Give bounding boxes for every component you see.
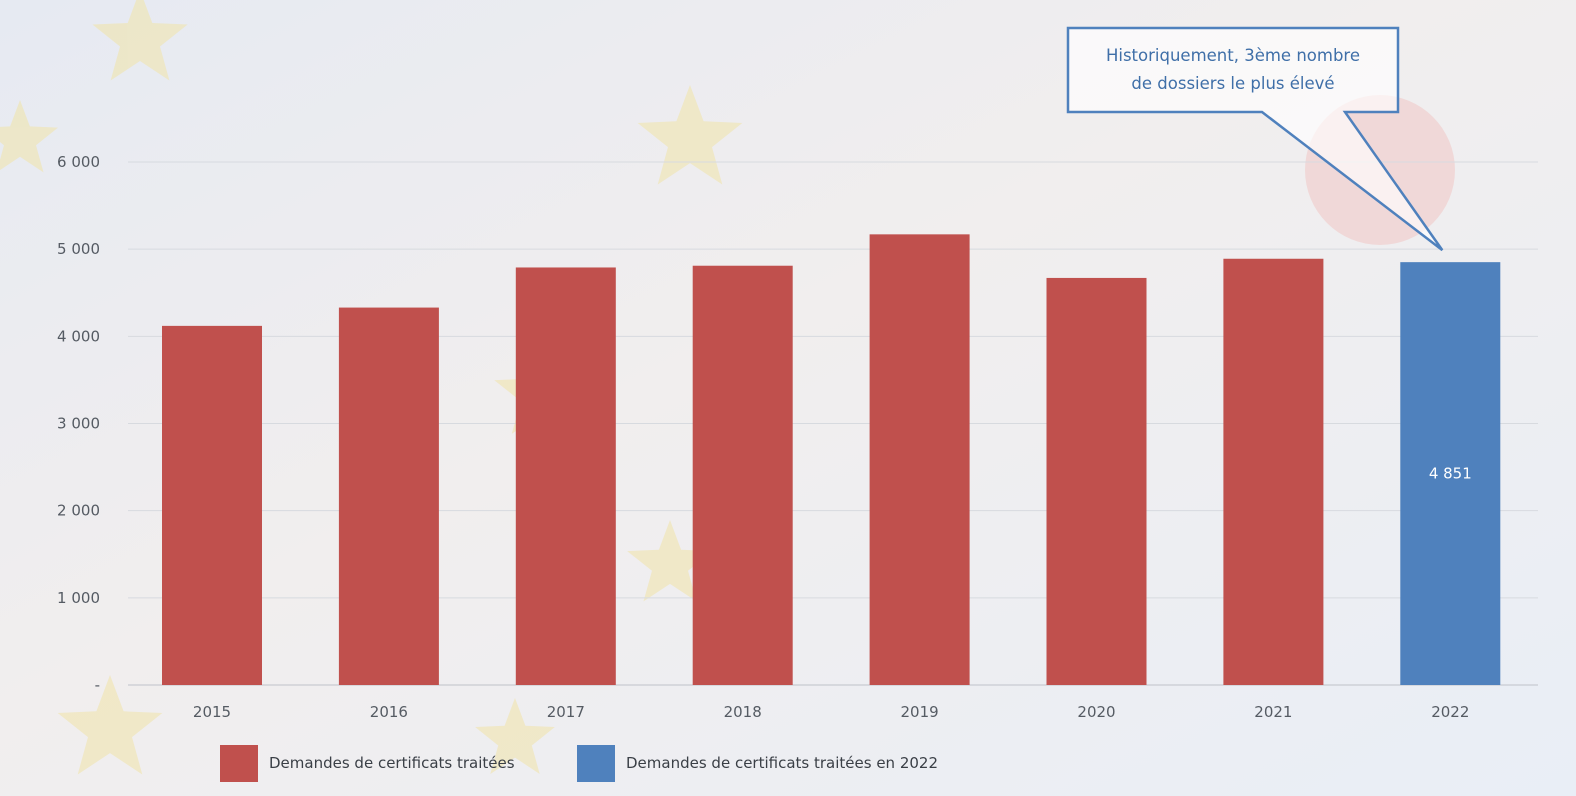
x-tick-label: 2016 [370,703,408,721]
y-tick-label: 3 000 [57,415,100,433]
bar-2017 [515,267,616,685]
x-tick-label: 2021 [1254,703,1292,721]
bar-2022 [1400,262,1501,685]
x-tick-label: 2017 [547,703,585,721]
x-tick-label: 2015 [193,703,231,721]
data-label-2022: 4 851 [1429,465,1472,483]
y-tick-label: 2 000 [57,502,100,520]
bar-2015 [162,325,262,685]
legend-label: Demandes de certificats traitées [269,754,515,772]
bar-2020 [1046,277,1147,685]
y-tick-label: 6 000 [57,153,100,171]
bars [162,234,1501,685]
legend-label: Demandes de certificats traitées en 2022 [626,754,938,772]
x-tick-label: 2018 [724,703,762,721]
bar-2016 [338,307,439,685]
bar-2021 [1223,258,1324,685]
callout-text-line: Historiquement, 3ème nombre [1106,46,1360,65]
bar-2018 [692,265,793,685]
y-tick-label: 4 000 [57,327,100,345]
bar-2019 [869,234,970,685]
y-tick-label: - [95,676,100,694]
legend-swatch [220,745,258,782]
callout-text-line: de dossiers le plus élevé [1131,74,1334,93]
y-tick-label: 1 000 [57,589,100,607]
x-tick-label: 2022 [1431,703,1469,721]
callout-box [1066,26,1444,252]
x-tick-label: 2020 [1077,703,1115,721]
legend-swatch [577,745,615,782]
data-labels: 4 851 [1429,465,1472,483]
legend: Demandes de certificats traitées Demandes… [220,745,938,782]
x-axis-ticks: 2015 2016 2017 2018 2019 2020 2021 2022 [193,703,1469,721]
y-tick-label: 5 000 [57,240,100,258]
y-axis-ticks: - 1 000 2 000 3 000 4 000 5 000 6 000 [57,153,100,694]
callout: Historiquement, 3ème nombre de dossiers l… [1066,26,1444,252]
x-tick-label: 2019 [901,703,939,721]
